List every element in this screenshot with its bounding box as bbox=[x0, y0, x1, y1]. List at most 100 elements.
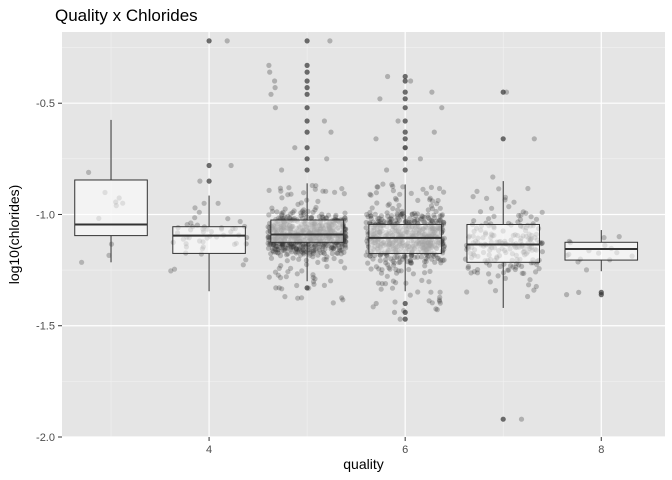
data-point bbox=[339, 243, 345, 249]
data-point bbox=[282, 206, 288, 212]
data-point bbox=[341, 191, 347, 197]
data-point bbox=[367, 253, 373, 259]
data-point bbox=[342, 233, 349, 239]
data-point bbox=[279, 241, 285, 247]
data-point bbox=[436, 256, 442, 262]
data-point bbox=[375, 216, 381, 222]
data-point bbox=[382, 281, 389, 287]
data-point bbox=[265, 240, 271, 246]
data-point bbox=[288, 265, 294, 271]
data-point bbox=[515, 219, 521, 225]
data-point bbox=[332, 214, 339, 220]
data-point bbox=[368, 192, 374, 198]
data-point bbox=[422, 219, 428, 225]
outlier-point bbox=[304, 156, 310, 162]
outlier-point bbox=[304, 69, 310, 75]
data-point bbox=[288, 241, 294, 247]
data-point bbox=[439, 105, 445, 111]
data-point bbox=[414, 254, 421, 260]
data-point bbox=[384, 167, 390, 173]
x-axis-title: quality bbox=[343, 456, 383, 472]
data-point bbox=[285, 213, 291, 220]
data-point bbox=[437, 217, 443, 223]
data-point bbox=[302, 241, 308, 247]
data-point bbox=[269, 245, 275, 251]
data-point bbox=[320, 245, 326, 251]
data-point bbox=[390, 183, 396, 189]
data-point bbox=[412, 254, 418, 260]
outlier-point bbox=[304, 105, 310, 111]
data-point bbox=[471, 269, 477, 275]
data-point bbox=[339, 247, 345, 253]
data-point bbox=[370, 256, 376, 262]
outlier-point bbox=[402, 78, 408, 84]
data-point bbox=[575, 259, 581, 265]
outlier-point bbox=[304, 285, 310, 291]
data-point bbox=[268, 255, 275, 261]
data-point bbox=[486, 262, 492, 268]
data-point bbox=[272, 85, 278, 91]
data-point bbox=[441, 220, 447, 226]
data-point bbox=[328, 129, 334, 135]
data-point bbox=[289, 249, 295, 255]
data-point bbox=[343, 245, 349, 251]
data-point bbox=[277, 185, 283, 191]
data-point bbox=[283, 274, 289, 280]
plot-panel bbox=[62, 32, 665, 437]
data-point bbox=[365, 214, 371, 220]
data-point bbox=[425, 215, 431, 221]
data-point bbox=[268, 91, 274, 97]
data-point bbox=[505, 267, 511, 273]
y-tick-label: -2.0 bbox=[36, 432, 55, 444]
data-point bbox=[288, 247, 294, 253]
data-point bbox=[495, 273, 501, 279]
data-point bbox=[320, 188, 326, 194]
data-point bbox=[268, 251, 274, 257]
data-point bbox=[367, 253, 373, 259]
data-point bbox=[426, 298, 432, 304]
data-point bbox=[471, 218, 477, 224]
data-point bbox=[389, 216, 395, 222]
data-point bbox=[368, 213, 374, 219]
data-point bbox=[417, 216, 423, 222]
data-point bbox=[237, 218, 243, 225]
data-point bbox=[265, 233, 272, 240]
data-point bbox=[399, 208, 405, 214]
data-point bbox=[399, 256, 406, 262]
data-point bbox=[373, 264, 379, 270]
data-point bbox=[340, 297, 346, 303]
data-point bbox=[415, 289, 421, 295]
x-axis: 4 6 8 bbox=[206, 437, 604, 456]
data-point bbox=[324, 254, 330, 260]
data-point bbox=[408, 260, 415, 266]
data-point bbox=[420, 213, 426, 220]
outlier-point bbox=[402, 96, 408, 102]
data-point bbox=[506, 204, 512, 210]
data-point bbox=[284, 258, 290, 264]
data-point bbox=[518, 212, 524, 218]
data-point bbox=[373, 190, 379, 196]
data-point bbox=[369, 205, 375, 211]
outlier-point bbox=[402, 73, 408, 80]
data-point bbox=[324, 156, 330, 162]
outlier-point bbox=[402, 136, 408, 142]
data-point bbox=[317, 244, 323, 250]
data-point bbox=[389, 181, 395, 188]
data-point bbox=[266, 274, 272, 280]
data-point bbox=[168, 268, 174, 274]
data-point bbox=[285, 245, 291, 251]
outlier-point bbox=[304, 145, 310, 151]
data-point bbox=[225, 216, 231, 222]
data-point bbox=[383, 257, 389, 263]
data-point bbox=[309, 214, 315, 220]
data-point bbox=[389, 213, 395, 219]
data-point bbox=[428, 217, 434, 224]
data-point bbox=[407, 292, 413, 298]
data-point bbox=[280, 242, 286, 248]
data-point bbox=[376, 215, 382, 221]
data-point bbox=[403, 219, 409, 225]
data-point bbox=[339, 295, 345, 301]
data-point bbox=[475, 267, 481, 273]
data-point bbox=[310, 244, 317, 250]
data-point bbox=[266, 235, 272, 241]
